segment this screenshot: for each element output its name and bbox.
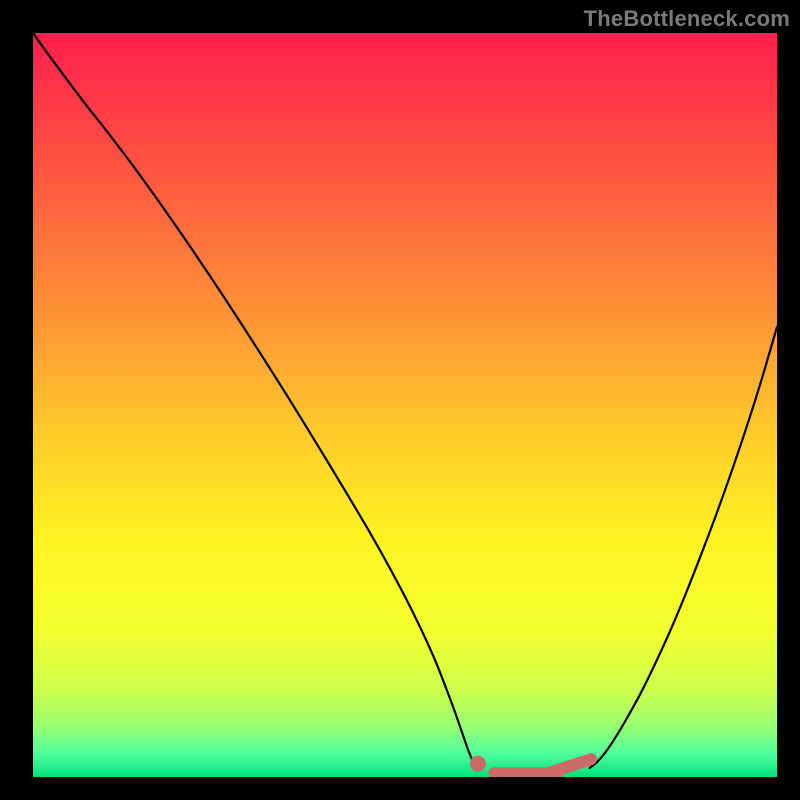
gradient-background (33, 33, 777, 777)
marker-dot (470, 756, 486, 772)
chart-container: TheBottleneck.com (0, 0, 800, 800)
watermark-text: TheBottleneck.com (584, 6, 790, 32)
plot-area (33, 33, 777, 777)
